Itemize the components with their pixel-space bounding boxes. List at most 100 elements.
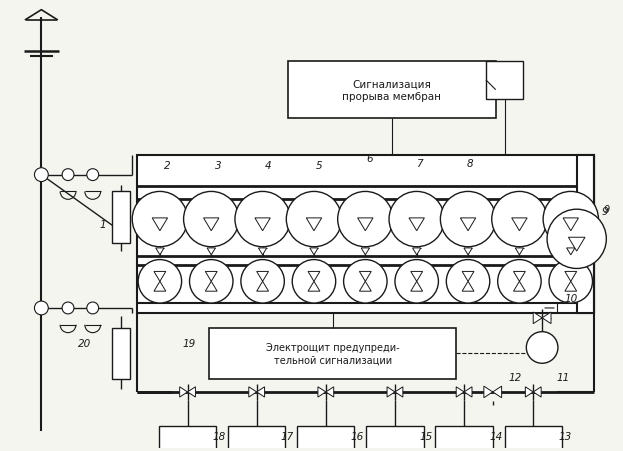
Polygon shape — [318, 387, 326, 397]
Circle shape — [62, 302, 74, 314]
Polygon shape — [533, 313, 542, 324]
Circle shape — [389, 192, 444, 247]
Polygon shape — [525, 387, 533, 397]
Polygon shape — [565, 282, 577, 291]
Circle shape — [241, 260, 284, 304]
Circle shape — [547, 210, 606, 269]
Text: 20: 20 — [78, 338, 92, 348]
Text: 5: 5 — [316, 161, 322, 170]
Polygon shape — [257, 272, 269, 282]
Polygon shape — [359, 282, 371, 291]
Polygon shape — [154, 282, 166, 291]
Polygon shape — [464, 249, 472, 255]
Circle shape — [549, 260, 592, 304]
Polygon shape — [188, 387, 196, 397]
Circle shape — [446, 260, 490, 304]
Circle shape — [292, 260, 336, 304]
Polygon shape — [464, 387, 472, 397]
Polygon shape — [257, 282, 269, 291]
Text: 12: 12 — [509, 372, 522, 382]
Polygon shape — [565, 272, 577, 282]
Bar — [486, 62, 523, 99]
Polygon shape — [515, 249, 523, 255]
Text: 14: 14 — [489, 432, 502, 442]
Polygon shape — [411, 282, 422, 291]
Polygon shape — [154, 272, 166, 282]
Bar — [366, 427, 424, 451]
Polygon shape — [456, 387, 464, 397]
Polygon shape — [206, 282, 217, 291]
Circle shape — [87, 169, 98, 181]
Bar — [228, 427, 285, 451]
Circle shape — [338, 192, 393, 247]
Circle shape — [395, 260, 439, 304]
Circle shape — [235, 192, 290, 247]
Polygon shape — [308, 272, 320, 282]
Polygon shape — [358, 218, 373, 231]
Polygon shape — [308, 282, 320, 291]
Polygon shape — [409, 218, 424, 231]
Polygon shape — [259, 249, 267, 255]
Polygon shape — [513, 282, 525, 291]
Text: 11: 11 — [556, 372, 569, 382]
Polygon shape — [206, 272, 217, 282]
Circle shape — [492, 192, 547, 247]
Circle shape — [498, 260, 541, 304]
Polygon shape — [387, 387, 395, 397]
Circle shape — [34, 168, 48, 182]
Polygon shape — [326, 387, 334, 397]
Text: 2: 2 — [163, 161, 170, 170]
Polygon shape — [542, 313, 551, 324]
Polygon shape — [460, 218, 476, 231]
Polygon shape — [411, 272, 422, 282]
Polygon shape — [568, 238, 585, 252]
Bar — [113, 328, 130, 379]
Circle shape — [87, 302, 98, 314]
Polygon shape — [359, 272, 371, 282]
Polygon shape — [567, 249, 575, 255]
Text: 1: 1 — [99, 220, 106, 230]
Text: 9: 9 — [602, 207, 609, 216]
Bar — [577, 156, 594, 313]
Polygon shape — [307, 218, 321, 231]
Text: 7: 7 — [416, 158, 423, 168]
Text: Электрощит предупреди-
тельной сигнализации: Электрощит предупреди- тельной сигнализа… — [266, 342, 399, 365]
Polygon shape — [310, 249, 318, 255]
Polygon shape — [533, 387, 541, 397]
Circle shape — [543, 192, 599, 247]
Circle shape — [526, 332, 558, 364]
Polygon shape — [361, 249, 369, 255]
Bar — [209, 328, 456, 379]
Circle shape — [62, 169, 74, 181]
Circle shape — [34, 301, 48, 315]
Text: 10: 10 — [564, 294, 578, 304]
Circle shape — [440, 192, 496, 247]
Circle shape — [138, 260, 182, 304]
Bar — [159, 427, 216, 451]
Circle shape — [344, 260, 387, 304]
Text: 8: 8 — [467, 158, 473, 168]
Text: 17: 17 — [281, 432, 294, 442]
Text: 6: 6 — [366, 153, 373, 163]
Polygon shape — [513, 272, 525, 282]
Polygon shape — [179, 387, 188, 397]
Bar — [137, 156, 594, 313]
Polygon shape — [563, 218, 579, 231]
Bar — [435, 427, 493, 451]
Text: 4: 4 — [265, 161, 272, 170]
Text: 18: 18 — [212, 432, 226, 442]
Polygon shape — [462, 282, 474, 291]
Circle shape — [189, 260, 233, 304]
Polygon shape — [152, 218, 168, 231]
Polygon shape — [257, 387, 265, 397]
Bar — [505, 427, 562, 451]
Polygon shape — [493, 387, 502, 398]
Bar — [297, 427, 354, 451]
Polygon shape — [484, 387, 493, 398]
Polygon shape — [255, 218, 270, 231]
Polygon shape — [204, 218, 219, 231]
Bar — [288, 62, 496, 119]
Circle shape — [184, 192, 239, 247]
Polygon shape — [511, 218, 527, 231]
Polygon shape — [207, 249, 216, 255]
